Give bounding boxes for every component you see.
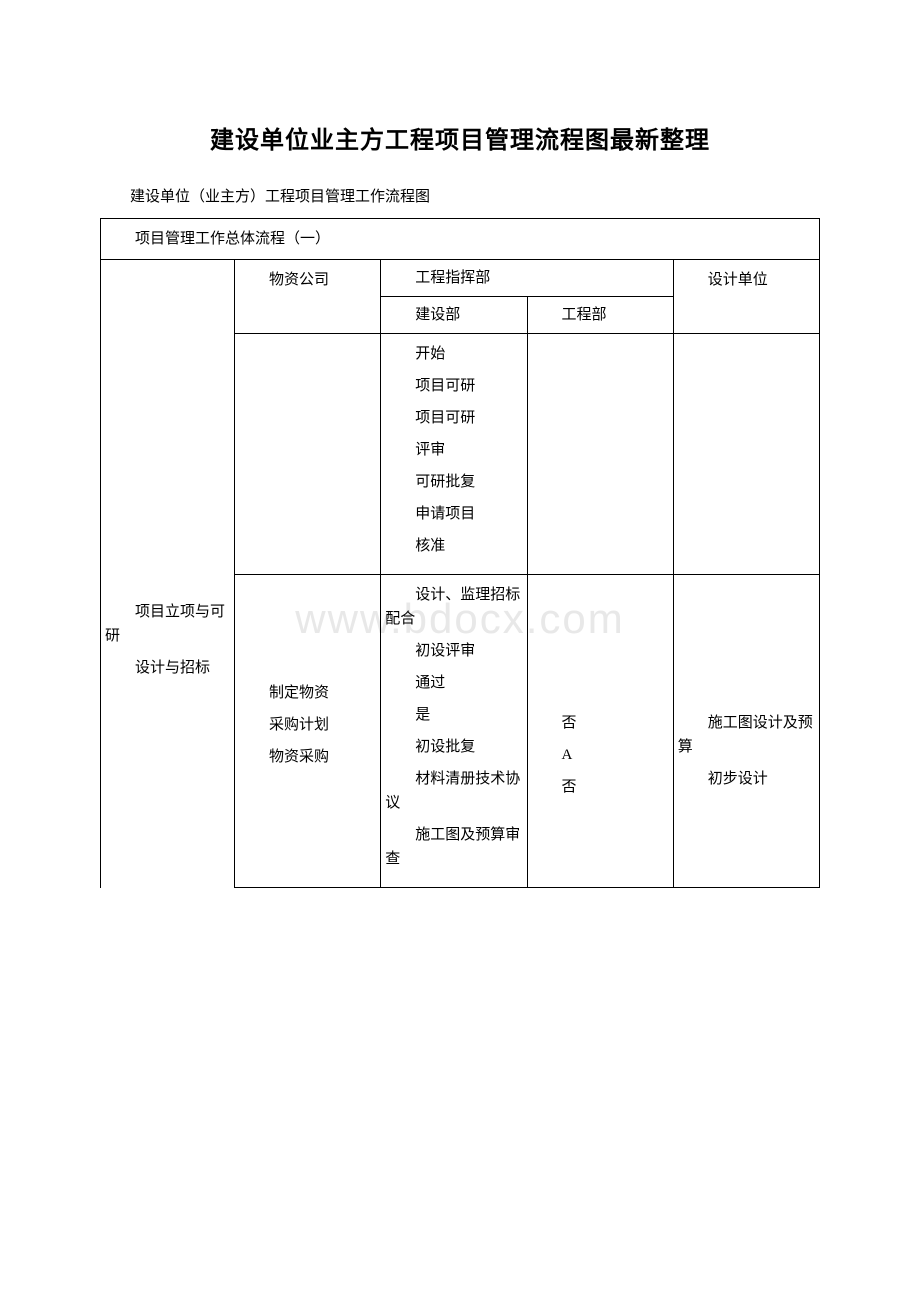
header-col3: 建设部 bbox=[381, 297, 527, 334]
section1-col3: 开始 项目可研 项目可研 评审 可研批复 申请项目 核准 bbox=[381, 334, 527, 575]
header-col3-span: 工程指挥部 bbox=[381, 260, 673, 297]
flowchart-table: 项目管理工作总体流程（一） 物资公司 工程指挥部 设计单位 建设部 工程部 bbox=[100, 218, 820, 888]
section2-col4: 否 A 否 bbox=[527, 575, 673, 888]
s2-col4-item: 否 bbox=[532, 775, 669, 799]
table-caption: 项目管理工作总体流程（一） bbox=[101, 219, 820, 260]
s2-col3-item: 初设评审 bbox=[385, 639, 522, 663]
s2-col3-item: 施工图及预算审查 bbox=[385, 823, 522, 871]
phase-label-cell: 项目立项与可研 设计与招标 bbox=[101, 334, 235, 888]
s2-col3-item: 是 bbox=[385, 703, 522, 727]
section2-col2: 制定物资 采购计划 物资采购 bbox=[235, 575, 381, 888]
header-col5: 设计单位 bbox=[673, 260, 819, 334]
phase-1-label: 项目立项与可研 bbox=[105, 600, 230, 648]
s1-item: 项目可研 bbox=[385, 374, 522, 398]
s2-col4-item: A bbox=[532, 743, 669, 767]
s2-col4-item: 否 bbox=[532, 711, 669, 735]
phase-2-label: 设计与招标 bbox=[105, 656, 230, 680]
s1-item: 核准 bbox=[385, 534, 522, 558]
subtitle-text: 建设单位（业主方）工程项目管理工作流程图 bbox=[100, 185, 820, 206]
header-col2: 物资公司 bbox=[235, 260, 381, 334]
section1-col5 bbox=[673, 334, 819, 575]
s1-item: 申请项目 bbox=[385, 502, 522, 526]
section1-col2 bbox=[235, 334, 381, 575]
header-col1-empty bbox=[101, 260, 235, 334]
s2-col2-item: 制定物资 bbox=[239, 681, 376, 705]
header-col4: 工程部 bbox=[527, 297, 673, 334]
s2-col2-item: 采购计划 bbox=[239, 713, 376, 737]
s1-item: 开始 bbox=[385, 342, 522, 366]
section1-col4 bbox=[527, 334, 673, 575]
section2-col3: 设计、监理招标配合 初设评审 通过 是 初设批复 材料清册技术协议 施工图及预算… bbox=[381, 575, 527, 888]
s2-col5-item: 施工图设计及预算 bbox=[678, 711, 815, 759]
s1-item: 评审 bbox=[385, 438, 522, 462]
s2-col3-item: 通过 bbox=[385, 671, 522, 695]
page-title: 建设单位业主方工程项目管理流程图最新整理 bbox=[100, 120, 820, 155]
s1-item: 项目可研 bbox=[385, 406, 522, 430]
s2-col3-item: 初设批复 bbox=[385, 735, 522, 759]
s1-item: 可研批复 bbox=[385, 470, 522, 494]
s2-col2-item: 物资采购 bbox=[239, 745, 376, 769]
s2-col3-item: 材料清册技术协议 bbox=[385, 767, 522, 815]
section2-col5: 施工图设计及预算 初步设计 bbox=[673, 575, 819, 888]
s2-col5-item: 初步设计 bbox=[678, 767, 815, 791]
s2-col3-item: 设计、监理招标配合 bbox=[385, 583, 522, 631]
